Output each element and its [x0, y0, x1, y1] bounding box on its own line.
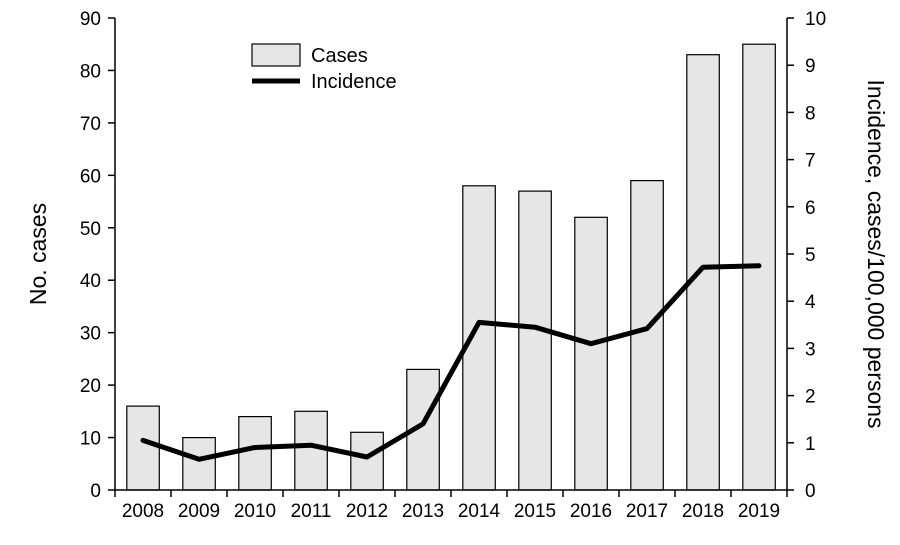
y-tick-label-right-9: 9: [805, 56, 816, 77]
legend-swatch-cases: [251, 43, 301, 67]
y-tick-label-right-5: 5: [805, 245, 816, 266]
bar-cases-2008: [126, 405, 160, 491]
bar-cases-2012: [350, 431, 384, 491]
labels-group: 0 10 20 30 40 50 60 70 80 90 0 1 2 3 4 5 6 7 8 9 10 2008 2009 2…: [25, 9, 889, 522]
x-tick-label-2010: 2010: [234, 501, 276, 522]
bars-group: [126, 43, 776, 491]
bar-cases-2009: [182, 437, 216, 491]
bar-cases-2017: [630, 180, 664, 491]
bar-cases-2010: [238, 416, 272, 491]
x-tick-label-2015: 2015: [514, 501, 556, 522]
y-axis-title-left: No. cases: [25, 203, 51, 305]
x-tick-label-2018: 2018: [682, 501, 724, 522]
y-tick-label-left-90: 90: [80, 9, 101, 30]
legend-label-cases: Cases: [311, 45, 368, 67]
y-tick-label-right-1: 1: [805, 434, 816, 455]
line-group: [140, 263, 762, 462]
x-tick-label-2017: 2017: [626, 501, 668, 522]
bar-cases-2016: [574, 216, 608, 491]
x-tick-label-2008: 2008: [122, 501, 164, 522]
y-tick-label-left-50: 50: [80, 219, 101, 240]
y-tick-label-right-10: 10: [805, 9, 826, 30]
x-tick-label-2016: 2016: [570, 501, 612, 522]
y-tick-label-left-40: 40: [80, 271, 101, 292]
bar-cases-2015: [518, 190, 552, 491]
x-tick-label-2014: 2014: [458, 501, 501, 522]
y-tick-label-right-7: 7: [805, 151, 816, 172]
y-tick-label-right-2: 2: [805, 387, 816, 408]
y-tick-label-right-8: 8: [805, 103, 816, 124]
y-axis-title-right: Incidence, cases/100,000 persons: [863, 79, 889, 428]
bar-cases-2018: [686, 54, 720, 491]
y-tick-label-left-70: 70: [80, 114, 101, 135]
x-tick-label-2013: 2013: [402, 501, 444, 522]
y-tick-label-right-6: 6: [805, 198, 816, 219]
y-tick-label-left-30: 30: [80, 324, 101, 345]
y-tick-label-right-4: 4: [805, 292, 816, 313]
y-tick-label-left-80: 80: [80, 61, 101, 82]
axes-group: [108, 17, 794, 497]
y-tick-label-right-0: 0: [805, 481, 816, 502]
incidence-line: [140, 263, 762, 462]
y-tick-label-right-3: 3: [805, 339, 816, 360]
x-tick-label-2012: 2012: [346, 501, 388, 522]
x-tick-label-2019: 2019: [738, 501, 780, 522]
bar-cases-2011: [294, 410, 328, 491]
y-tick-label-left-60: 60: [80, 166, 101, 187]
legend: Cases Incidence: [251, 43, 397, 93]
x-tick-label-2011: 2011: [291, 501, 332, 522]
x-tick-label-2009: 2009: [178, 501, 220, 522]
legend-label-incidence: Incidence: [311, 71, 397, 93]
y-tick-label-left-10: 10: [80, 429, 101, 450]
y-tick-label-left-20: 20: [80, 376, 101, 397]
y-tick-label-left-0: 0: [90, 481, 101, 502]
